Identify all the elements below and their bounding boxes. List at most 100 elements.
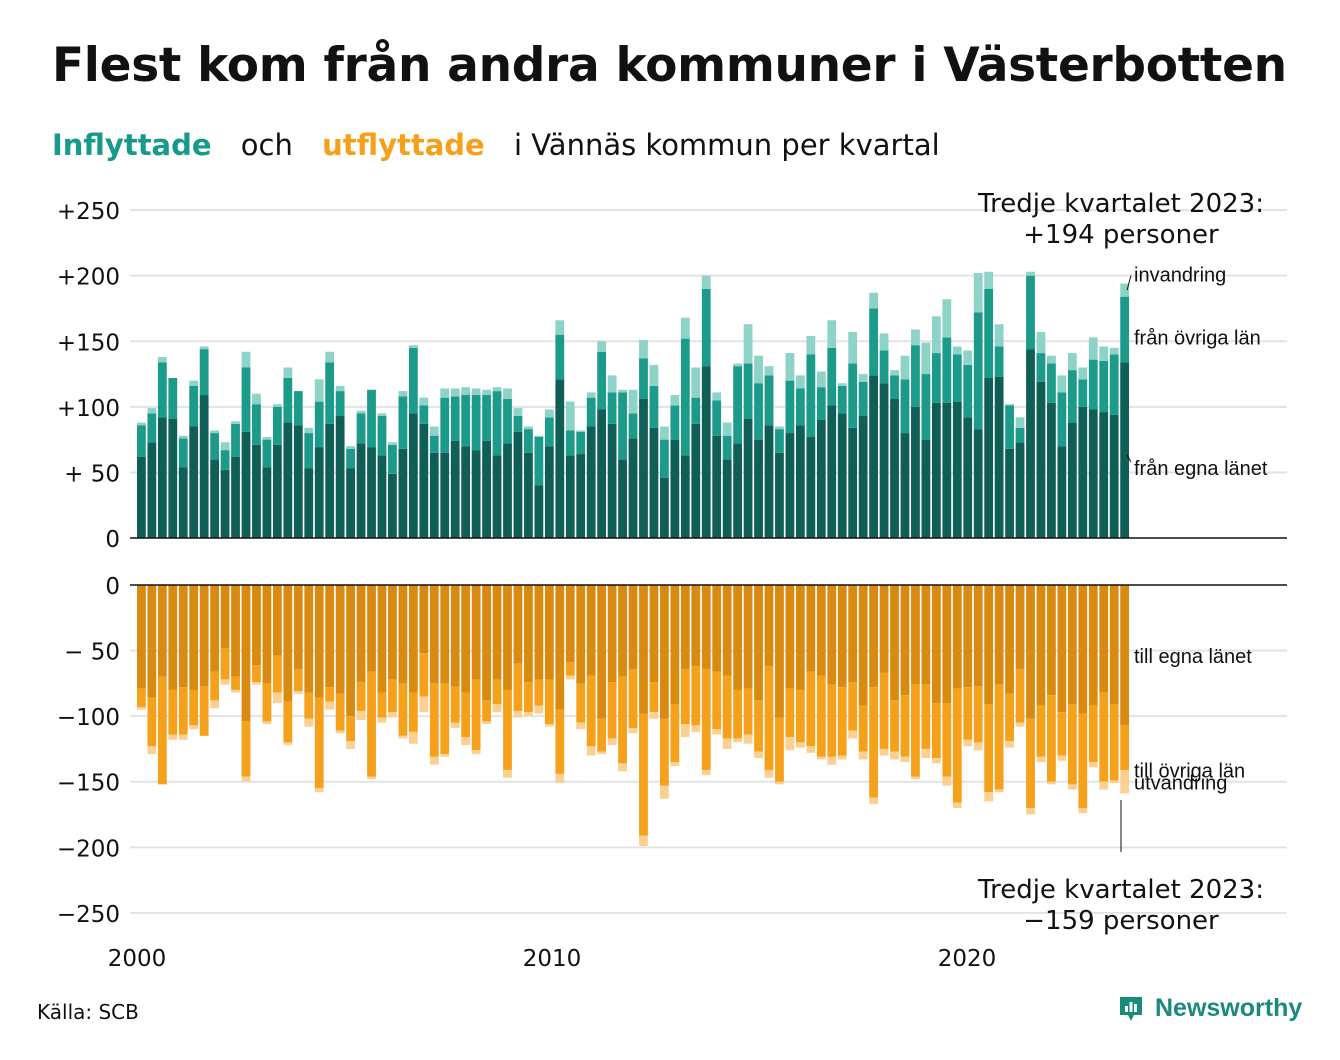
bar-out-other-counties	[450, 685, 460, 723]
bar-out-own-county	[942, 585, 952, 704]
bar-out-other-counties	[743, 688, 753, 735]
bar-out-emigration	[649, 712, 659, 719]
bar-out-other-counties	[858, 705, 868, 752]
bar-out-other-counties	[952, 688, 962, 803]
bar-in-own-county	[471, 450, 481, 538]
bar-out-emigration	[367, 776, 376, 780]
bar-out-emigration	[1067, 784, 1077, 790]
bar-out-other-counties	[252, 665, 261, 683]
bar-out-emigration	[241, 776, 251, 782]
bar-in-other-counties	[1067, 370, 1077, 423]
bar-in-other-counties	[199, 349, 209, 396]
bar-out-own-county	[377, 585, 387, 693]
bar-in-immigration	[199, 346, 209, 350]
bar-out-own-county	[283, 585, 293, 702]
bar-out-other-counties	[816, 675, 826, 757]
bar-in-own-county	[492, 455, 502, 538]
bar-in-own-county	[921, 439, 931, 538]
bar-in-immigration	[879, 333, 889, 351]
bar-in-own-county	[858, 416, 868, 538]
bar-out-other-counties	[869, 687, 878, 798]
bar-in-immigration	[712, 392, 722, 401]
bar-in-immigration	[429, 426, 439, 436]
bar-out-emigration	[482, 721, 491, 725]
y-tick-label: −100	[57, 705, 120, 731]
bar-in-other-counties	[890, 375, 899, 399]
bar-in-other-counties	[189, 385, 199, 427]
bar-in-immigration	[607, 375, 617, 393]
bar-in-immigration	[984, 271, 994, 289]
bar-out-emigration	[304, 718, 314, 727]
bar-out-own-county	[890, 585, 899, 701]
bar-in-own-county	[597, 409, 607, 538]
bar-out-emigration	[680, 724, 690, 738]
bar-in-immigration	[994, 324, 1004, 347]
bar-out-other-counties	[963, 687, 973, 740]
bar-out-other-counties	[701, 668, 711, 770]
bar-out-other-counties	[377, 692, 387, 718]
bar-out-own-county	[335, 585, 345, 694]
bar-out-own-county	[586, 585, 596, 676]
bar-in-other-counties	[743, 363, 753, 419]
bar-in-own-county	[252, 444, 261, 538]
bar-in-own-county	[1088, 409, 1098, 538]
bar-out-other-counties	[586, 675, 596, 747]
bar-out-own-county	[1005, 585, 1014, 694]
bar-out-own-county	[754, 585, 763, 701]
bar-in-immigration	[639, 339, 648, 359]
bar-out-emigration	[1005, 741, 1014, 748]
bar-out-emigration	[147, 746, 157, 755]
bar-in-immigration	[1078, 367, 1088, 380]
bar-in-immigration	[670, 395, 680, 406]
bar-in-immigration	[754, 355, 763, 384]
chart-title: Flest kom från andra kommuner i Västerbo…	[52, 38, 1287, 93]
bar-in-immigration	[911, 329, 920, 346]
bar-in-own-county	[1078, 406, 1088, 538]
bar-in-immigration	[806, 336, 816, 355]
bar-in-other-counties	[795, 388, 805, 426]
bar-out-other-counties	[524, 682, 533, 713]
bar-in-immigration	[1015, 417, 1025, 428]
bar-out-own-county	[534, 585, 544, 680]
bar-in-other-counties	[701, 288, 711, 367]
bar-in-own-county	[377, 455, 387, 538]
bar-out-emigration	[879, 748, 889, 756]
bar-in-immigration	[1088, 337, 1098, 360]
y-tick-label: +250	[57, 199, 120, 225]
bar-in-other-counties	[984, 288, 994, 378]
bar-in-own-county	[618, 459, 627, 538]
bar-in-own-county	[178, 467, 188, 538]
bar-in-immigration	[963, 350, 973, 365]
bar-out-emigration	[691, 725, 701, 732]
bar-out-own-county	[503, 585, 512, 690]
bar-in-own-county	[1047, 402, 1056, 538]
leader-line	[1126, 454, 1132, 463]
bar-in-own-county	[147, 442, 157, 538]
bar-out-own-county	[900, 585, 910, 696]
bar-out-emigration	[984, 792, 994, 802]
bar-out-emigration	[555, 773, 565, 784]
bar-out-own-county	[429, 585, 439, 684]
y-tick-label: 0	[105, 574, 120, 600]
bar-in-own-county	[293, 425, 303, 538]
bar-out-other-counties	[335, 693, 345, 731]
bar-in-immigration	[1099, 346, 1109, 361]
bar-in-own-county	[639, 398, 648, 538]
bar-in-immigration	[325, 351, 335, 363]
bar-in-immigration	[618, 389, 627, 393]
bar-out-other-counties	[1088, 705, 1098, 763]
bar-out-other-counties	[722, 675, 732, 739]
bar-out-other-counties	[1099, 692, 1109, 782]
bar-out-own-county	[576, 585, 586, 684]
bar-in-other-counties	[963, 364, 973, 418]
bar-out-emigration	[388, 712, 397, 718]
bar-out-other-counties	[1120, 725, 1130, 770]
bar-out-other-counties	[440, 683, 450, 755]
bar-in-own-county	[440, 452, 450, 538]
bar-in-own-county	[304, 468, 314, 538]
bar-in-immigration	[1026, 271, 1035, 276]
bar-in-other-counties	[544, 417, 554, 447]
bar-out-own-county	[597, 585, 607, 719]
bar-out-own-county	[952, 585, 962, 689]
bar-in-other-counties	[419, 405, 429, 424]
